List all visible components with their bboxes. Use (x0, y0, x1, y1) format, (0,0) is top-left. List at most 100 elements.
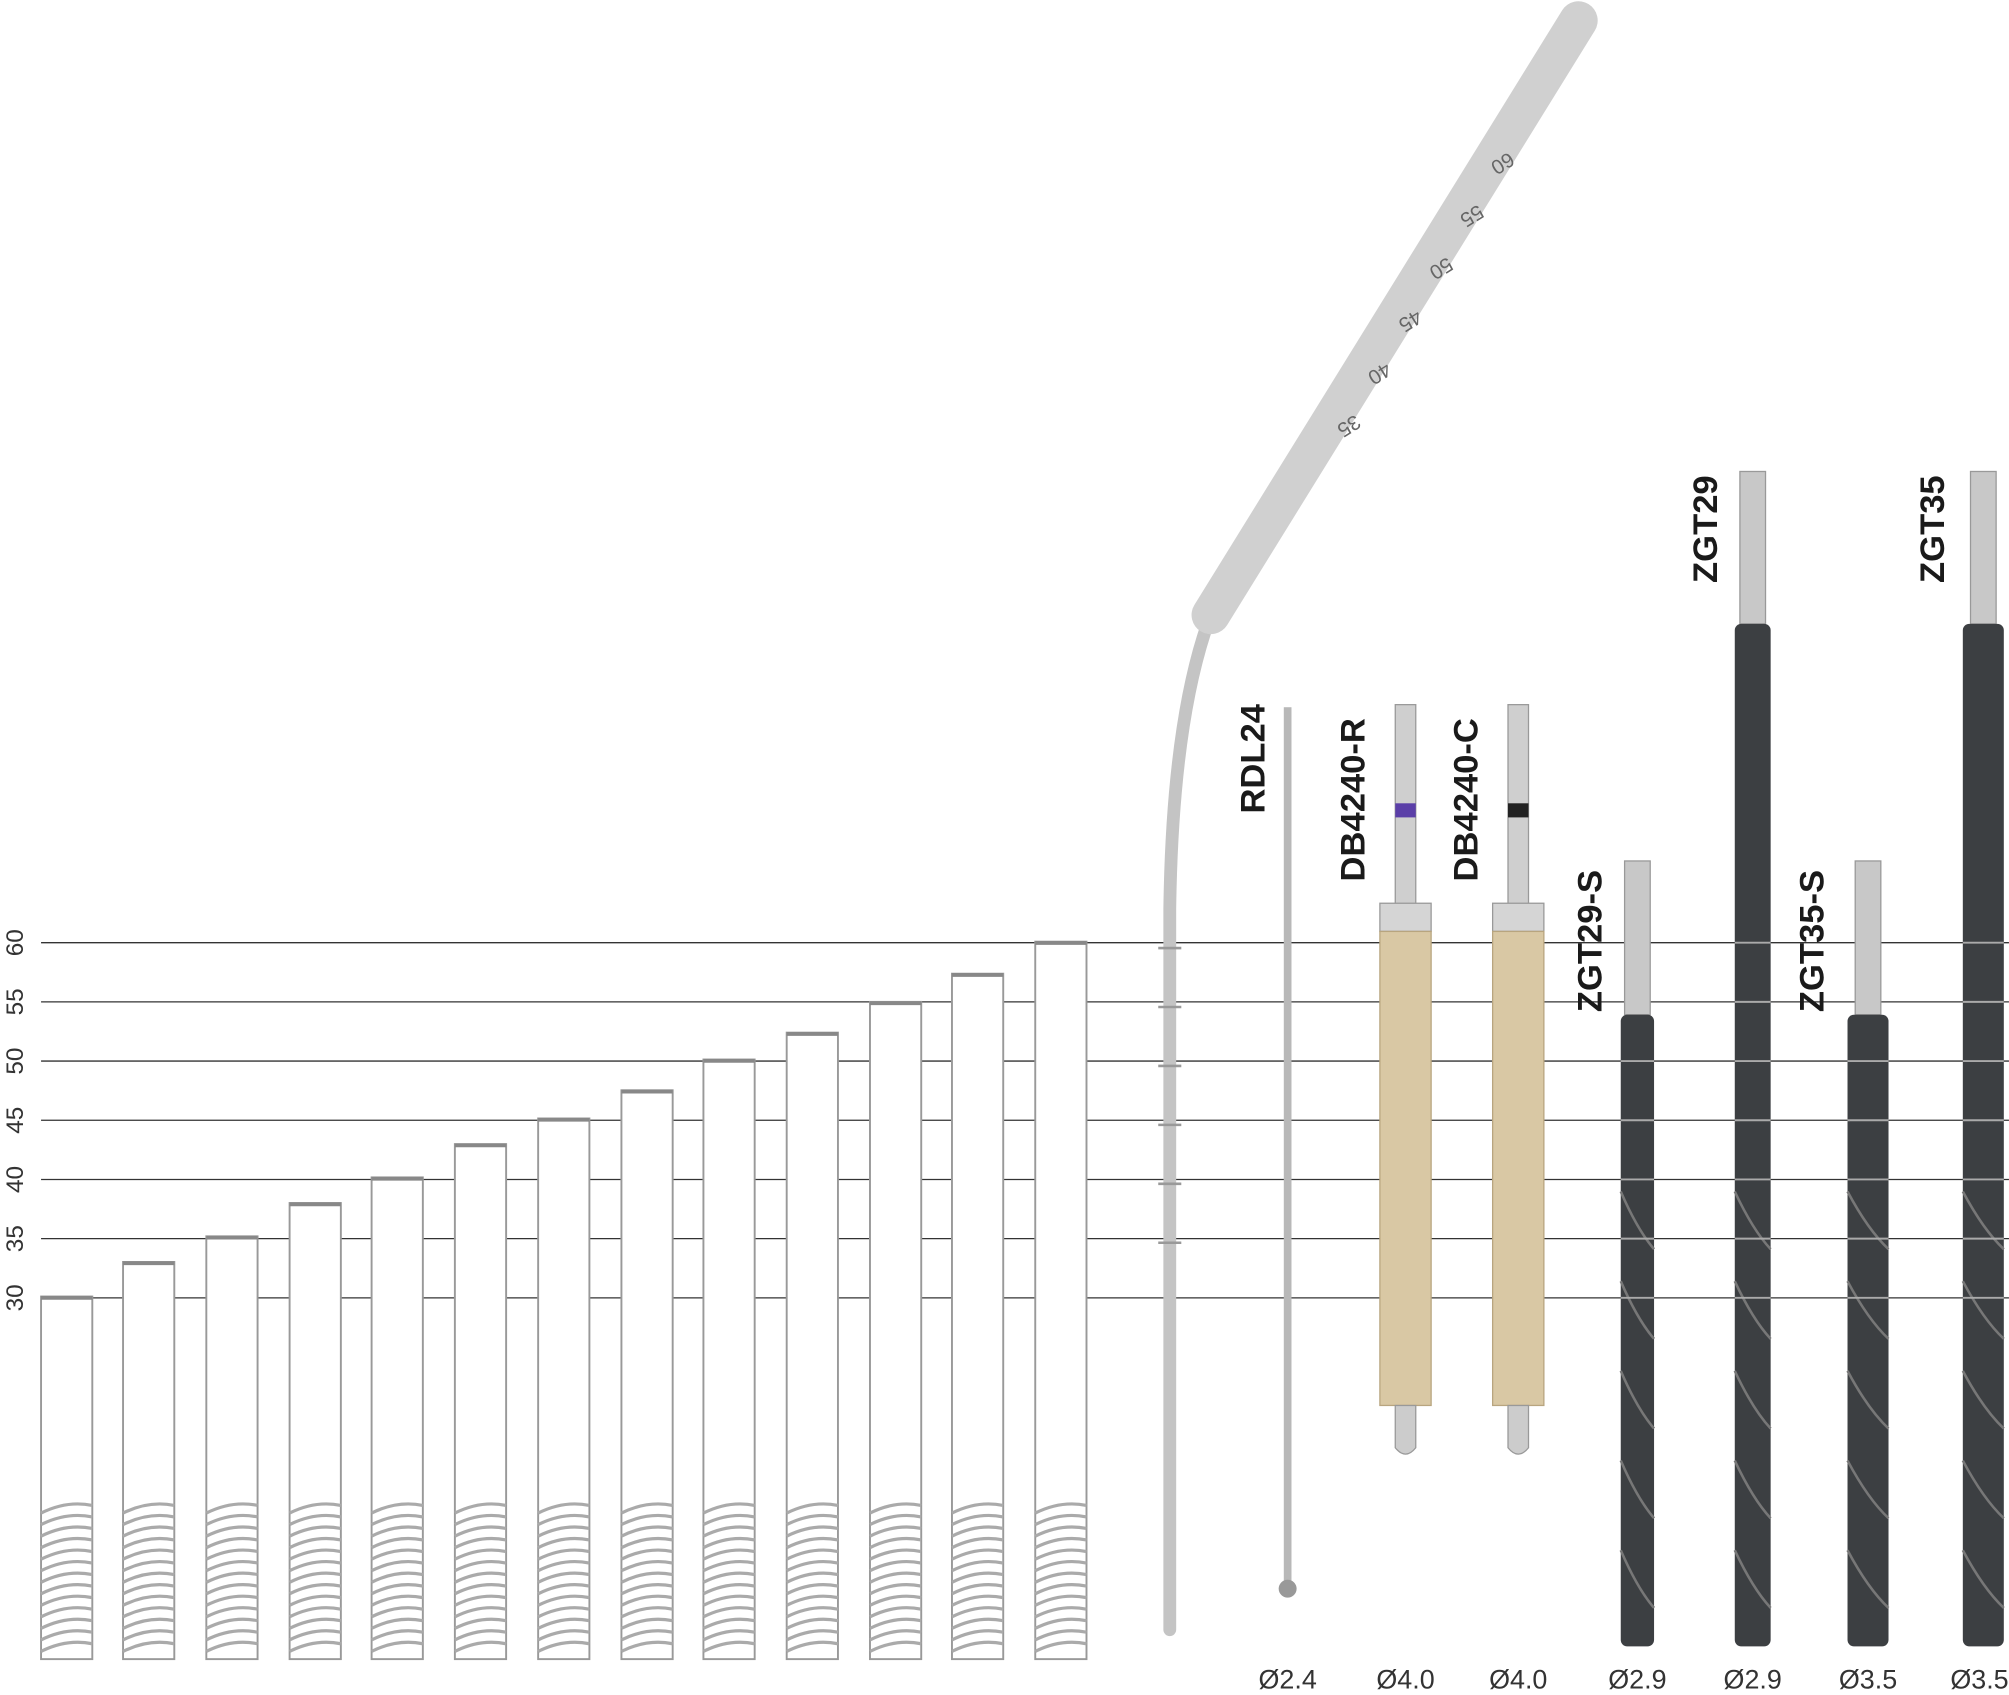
thread (40, 1617, 93, 1630)
thread (702, 1571, 755, 1584)
thread (702, 1513, 755, 1527)
implant (288, 1202, 342, 1661)
thread (951, 1640, 1004, 1653)
thread (122, 1617, 175, 1630)
tool-diameter: Ø4.0 (1489, 1665, 1547, 1695)
thread (370, 1583, 424, 1596)
thread (288, 1536, 342, 1550)
thread (869, 1571, 922, 1584)
thread (869, 1606, 922, 1619)
thread (1034, 1594, 1087, 1607)
thread (1034, 1629, 1087, 1642)
thread (702, 1594, 755, 1607)
thread (454, 1525, 507, 1538)
thread (785, 1594, 839, 1607)
thread (454, 1594, 507, 1607)
drill-body (1620, 1014, 1655, 1647)
thread (537, 1640, 590, 1653)
drill-flute (1961, 1280, 2005, 1340)
thread (370, 1559, 424, 1573)
tool-label: ZGT35 (1914, 475, 1952, 583)
thread (122, 1502, 175, 1515)
thread (370, 1606, 424, 1619)
tool-diameter: Ø2.9 (1608, 1665, 1666, 1695)
thread (454, 1502, 507, 1515)
implant (702, 1058, 756, 1661)
tool-diameter: Ø2.9 (1724, 1665, 1782, 1695)
drill-flute (1733, 1280, 1772, 1340)
drill-shank (1623, 860, 1651, 1016)
thread (785, 1583, 839, 1596)
thread (288, 1606, 342, 1619)
thread (702, 1617, 755, 1630)
drill-shank (1739, 470, 1767, 625)
drill-flute (1733, 1370, 1772, 1430)
drill-shank (1969, 470, 1997, 625)
thread (288, 1594, 342, 1607)
thread (537, 1594, 590, 1607)
thread (40, 1606, 93, 1619)
implant (785, 1031, 839, 1661)
thread (205, 1571, 258, 1584)
thread (620, 1583, 673, 1596)
thread (370, 1502, 424, 1515)
thread (370, 1617, 424, 1630)
thread (620, 1559, 673, 1573)
thread (288, 1502, 342, 1515)
db-band (1395, 803, 1416, 818)
thread (620, 1502, 673, 1515)
thread (951, 1571, 1004, 1584)
drill-flute (1846, 1190, 1890, 1251)
thread (288, 1571, 342, 1584)
thread (122, 1525, 175, 1538)
thread (620, 1594, 673, 1607)
thread (288, 1583, 342, 1596)
thread (620, 1525, 673, 1538)
db-tip (1394, 1404, 1417, 1455)
thread (122, 1629, 175, 1642)
scale-label: 30 (2, 1284, 29, 1311)
thread (205, 1640, 258, 1653)
thread (785, 1513, 839, 1527)
thread (702, 1640, 755, 1653)
thread (205, 1606, 258, 1619)
thread (869, 1640, 922, 1653)
thread (785, 1525, 839, 1538)
thread (1034, 1513, 1087, 1527)
thread (40, 1571, 93, 1584)
implant (40, 1295, 94, 1661)
db-collar (1491, 902, 1545, 933)
thread (1034, 1640, 1087, 1653)
drill-flute (1733, 1549, 1772, 1609)
thread (454, 1548, 507, 1561)
thread (702, 1559, 755, 1573)
thread (537, 1617, 590, 1630)
thread (951, 1629, 1004, 1642)
drill-flute (1961, 1190, 2005, 1251)
thread (205, 1525, 258, 1538)
thread (288, 1548, 342, 1561)
thread (537, 1629, 590, 1642)
implant (122, 1261, 176, 1661)
thread (785, 1559, 839, 1573)
thread (951, 1513, 1004, 1527)
thread (951, 1583, 1004, 1596)
thread (620, 1629, 673, 1642)
thread (40, 1629, 93, 1642)
drill-flute (1846, 1280, 1890, 1340)
thread (40, 1548, 93, 1561)
thread (1034, 1525, 1087, 1538)
thread (620, 1571, 673, 1584)
thread (620, 1606, 673, 1619)
thread (122, 1548, 175, 1561)
drill-flute (1846, 1370, 1890, 1430)
thread (454, 1559, 507, 1573)
thread (1034, 1571, 1087, 1584)
drill-flute (1619, 1190, 1656, 1250)
thread (1034, 1548, 1087, 1561)
thread (951, 1536, 1004, 1550)
osteotome (1163, 14, 1585, 1637)
thread (537, 1536, 590, 1550)
